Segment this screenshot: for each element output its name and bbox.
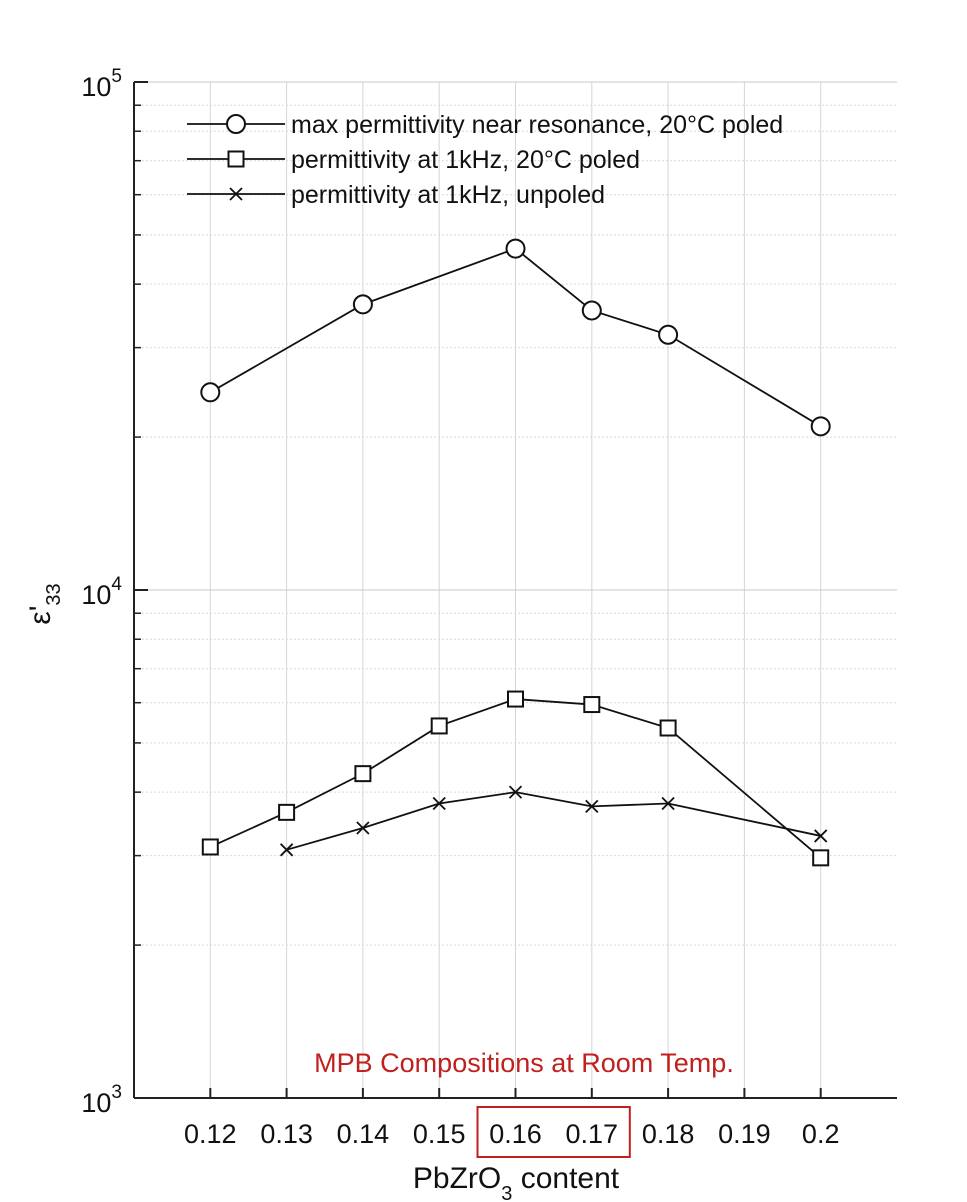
y-axis-title: ε'33 <box>24 583 65 624</box>
data-point-square <box>659 719 677 737</box>
data-point-circle <box>581 300 602 321</box>
legend-entry: max permittivity near resonance, 20°C po… <box>187 111 783 139</box>
x-tick-label: 0.19 <box>718 1119 771 1149</box>
axes <box>133 81 897 1099</box>
data-point-square <box>583 696 601 714</box>
data-point-circle <box>505 238 526 259</box>
data-point-x <box>508 785 523 799</box>
data-point-x <box>279 843 294 857</box>
data-point-x <box>585 799 599 814</box>
series-line <box>209 698 822 859</box>
y-tick-label: 104 <box>81 574 122 610</box>
x-tick-label: 0.18 <box>642 1119 695 1149</box>
data-point-x <box>661 796 675 811</box>
x-marker-stroke <box>508 785 523 799</box>
series-1 <box>200 238 831 437</box>
series-3 <box>279 785 828 857</box>
x-marker-stroke <box>279 843 294 857</box>
series-group <box>200 238 831 867</box>
y-tick-label: 103 <box>81 1082 122 1118</box>
legend-label: permittivity at 1kHz, 20°C poled <box>291 146 640 174</box>
tick-labels: 0.12 0.13 0.14 0.15 0.16 0.17 0.18 0.19 0.2 103 10… <box>81 66 839 1149</box>
legend-label: max permittivity near resonance, 20°C po… <box>291 111 783 139</box>
legend-entry: permittivity at 1kHz, 20°C poled <box>187 146 640 174</box>
data-point-circle <box>658 324 679 345</box>
highlight-box <box>476 1106 631 1158</box>
x-tick-label: 0.16 <box>489 1119 542 1149</box>
data-point-x <box>356 821 370 835</box>
data-point-circle <box>810 416 831 437</box>
data-point-square <box>227 150 245 168</box>
x-marker-stroke <box>356 821 370 835</box>
x-tick-label: 0.12 <box>184 1119 237 1149</box>
mpb-annotation: MPB Compositions at Room Temp. <box>314 1048 734 1078</box>
data-point-square <box>278 803 296 821</box>
x-marker-stroke <box>661 796 675 811</box>
legend-entry: permittivity at 1kHz, unpoled <box>187 181 605 209</box>
grid-lines <box>134 81 897 1099</box>
x-marker-stroke <box>585 799 599 814</box>
x-marker-stroke <box>229 187 243 201</box>
x-tick-label: 0.13 <box>260 1119 313 1149</box>
data-point-x <box>432 796 446 811</box>
data-point-circle <box>352 294 373 315</box>
x-axis-title: PbZrO3 content <box>413 1162 620 1202</box>
data-point-square <box>354 765 372 783</box>
x-tick-label: 0.2 <box>802 1119 840 1149</box>
y-tick-label: 105 <box>81 66 122 102</box>
data-point-x <box>814 829 828 843</box>
x-marker-stroke <box>432 796 446 811</box>
x-tick-label: 0.15 <box>413 1119 466 1149</box>
axis-titles: PbZrO3 content ε'33 <box>24 583 620 1202</box>
series-line <box>209 247 822 428</box>
data-point-circle <box>226 114 246 134</box>
legend-label: permittivity at 1kHz, unpoled <box>291 181 605 209</box>
data-point-square <box>812 849 830 867</box>
annotation-group: MPB Compositions at Room Temp. <box>314 1048 734 1158</box>
data-point-square <box>507 690 524 708</box>
data-point-square <box>201 838 219 856</box>
series-2 <box>201 690 830 867</box>
x-marker-stroke <box>814 829 828 843</box>
x-tick-label: 0.14 <box>337 1119 390 1149</box>
legend: max permittivity near resonance, 20°C po… <box>187 111 783 209</box>
data-point-x <box>229 187 243 201</box>
data-point-circle <box>200 382 221 403</box>
series-line <box>286 791 821 851</box>
data-point-square <box>430 717 448 735</box>
x-tick-label: 0.17 <box>566 1119 619 1149</box>
